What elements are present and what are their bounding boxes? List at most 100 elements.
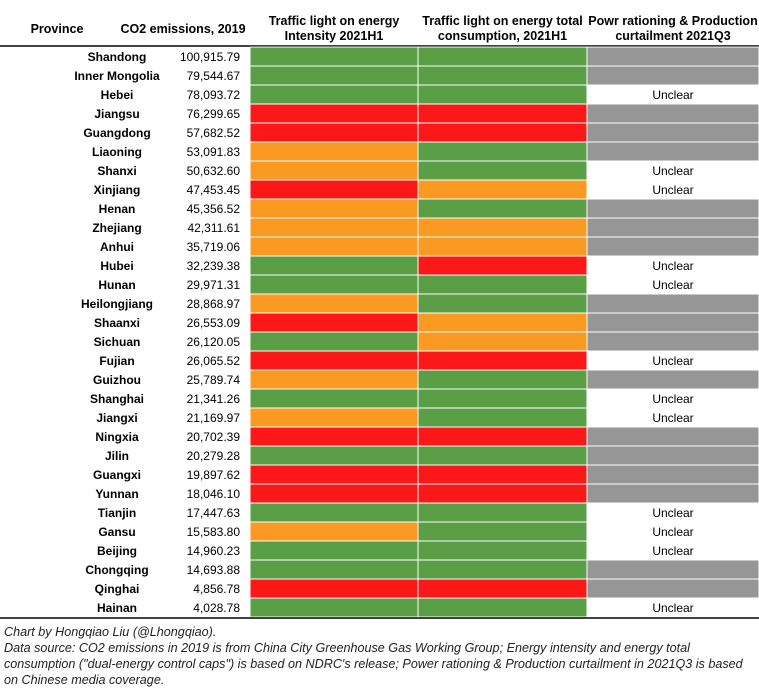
consumption-status-cell: [418, 446, 587, 465]
intensity-status-cell: [250, 370, 418, 389]
co2-value-cell: 53,091.83: [187, 145, 241, 159]
province-cell: Jiangsu: [94, 107, 139, 121]
co2-value-cell: 26,065.52: [187, 354, 241, 368]
rationing-status-label: Unclear: [652, 411, 693, 425]
province-cell: Hunan: [98, 278, 135, 292]
consumption-status-cell: [418, 541, 587, 560]
intensity-status-cell: [250, 465, 418, 484]
co2-value-cell: 19,897.62: [187, 468, 241, 482]
rationing-status-cell: [587, 161, 759, 180]
column-header-4-line-0: Powr rationing & Production: [588, 14, 757, 28]
rationing-status-cell: [587, 294, 759, 313]
rationing-status-cell: [587, 579, 759, 598]
intensity-status-cell: [250, 85, 418, 104]
consumption-status-cell: [418, 218, 587, 237]
intensity-status-cell: [250, 180, 418, 199]
province-cell: Gansu: [98, 525, 135, 539]
co2-value-cell: 20,702.39: [187, 430, 241, 444]
rationing-status-cell: [587, 560, 759, 579]
rationing-status-cell: [587, 85, 759, 104]
province-cell: Qinghai: [95, 582, 140, 596]
co2-value-cell: 26,553.09: [187, 316, 241, 330]
intensity-status-cell: [250, 256, 418, 275]
column-header-2-line-0: Traffic light on energy: [269, 14, 400, 28]
co2-value-cell: 29,971.31: [187, 278, 241, 292]
rationing-status-label: Unclear: [652, 278, 693, 292]
co2-value-cell: 4,028.78: [193, 601, 240, 615]
rationing-status-cell: [587, 256, 759, 275]
co2-value-cell: 79,544.67: [187, 69, 241, 83]
rationing-status-label: Unclear: [652, 544, 693, 558]
consumption-status-cell: [418, 275, 587, 294]
co2-value-cell: 100,915.79: [180, 50, 240, 64]
province-cell: Shanghai: [90, 392, 144, 406]
rationing-status-cell: [587, 180, 759, 199]
chart-credit: Chart by Hongqiao Liu (@Lhongqiao).: [4, 625, 217, 639]
intensity-status-cell: [250, 275, 418, 294]
co2-value-cell: 57,682.52: [187, 126, 241, 140]
co2-value-cell: 15,583.80: [187, 525, 241, 539]
rationing-status-label: Unclear: [652, 392, 693, 406]
consumption-status-cell: [418, 484, 587, 503]
co2-value-cell: 76,299.65: [187, 107, 241, 121]
column-header-1: CO2 emissions, 2019: [120, 22, 245, 36]
province-cell: Zhejiang: [92, 221, 141, 235]
intensity-status-cell: [250, 560, 418, 579]
consumption-status-cell: [418, 503, 587, 522]
consumption-status-cell: [418, 579, 587, 598]
rationing-status-label: Unclear: [652, 259, 693, 273]
rationing-status-cell: [587, 66, 759, 85]
rationing-status-cell: [587, 541, 759, 560]
intensity-status-cell: [250, 598, 418, 617]
province-cell: Anhui: [100, 240, 134, 254]
co2-value-cell: 20,279.28: [187, 449, 241, 463]
rationing-status-cell: [587, 484, 759, 503]
rationing-status-cell: [587, 408, 759, 427]
intensity-status-cell: [250, 294, 418, 313]
intensity-status-cell: [250, 446, 418, 465]
province-energy-table: Province CO2 emissions, 2019 Traffic light…: [0, 14, 759, 619]
consumption-status-cell: [418, 161, 587, 180]
intensity-status-cell: [250, 218, 418, 237]
co2-value-cell: 28,868.97: [187, 297, 241, 311]
intensity-status-cell: [250, 161, 418, 180]
rationing-status-cell: [587, 598, 759, 617]
co2-value-cell: 25,789.74: [187, 373, 241, 387]
rationing-status-cell: [587, 142, 759, 161]
rationing-status-label: Unclear: [652, 164, 693, 178]
rationing-status-cell: [587, 123, 759, 142]
consumption-status-cell: [418, 598, 587, 617]
rationing-status-cell: [587, 104, 759, 123]
rationing-status-cell: [587, 313, 759, 332]
province-cell: Guangxi: [93, 468, 141, 482]
co2-value-cell: 47,453.45: [187, 183, 241, 197]
co2-value-cell: 32,239.38: [187, 259, 241, 273]
consumption-status-cell: [418, 66, 587, 85]
co2-value-cell: 17,447.63: [187, 506, 241, 520]
column-header-3-line-0: Traffic light on energy total: [422, 14, 582, 28]
intensity-status-cell: [250, 408, 418, 427]
consumption-status-cell: [418, 104, 587, 123]
intensity-status-cell: [250, 503, 418, 522]
rationing-status-cell: [587, 332, 759, 351]
province-cell: Inner Mongolia: [74, 69, 160, 83]
province-cell: Sichuan: [94, 335, 141, 349]
consumption-status-cell: [418, 256, 587, 275]
rationing-status-label: Unclear: [652, 88, 693, 102]
intensity-status-cell: [250, 332, 418, 351]
data-source-note: Data source: CO2 emissions in 2019 is fr…: [4, 641, 743, 687]
consumption-status-cell: [418, 123, 587, 142]
consumption-status-cell: [418, 199, 587, 218]
intensity-status-cell: [250, 351, 418, 370]
province-cell: Xinjiang: [94, 183, 141, 197]
co2-value-cell: 50,632.60: [187, 164, 241, 178]
province-cell: Shanxi: [97, 164, 136, 178]
intensity-status-cell: [250, 389, 418, 408]
province-cell: Fujian: [99, 354, 134, 368]
intensity-status-cell: [250, 66, 418, 85]
intensity-status-cell: [250, 541, 418, 560]
intensity-status-cell: [250, 199, 418, 218]
province-cell: Guangdong: [83, 126, 150, 140]
co2-value-cell: 26,120.05: [187, 335, 241, 349]
chart-notes: Chart by Hongqiao Liu (@Lhongqiao). Data…: [4, 624, 756, 688]
